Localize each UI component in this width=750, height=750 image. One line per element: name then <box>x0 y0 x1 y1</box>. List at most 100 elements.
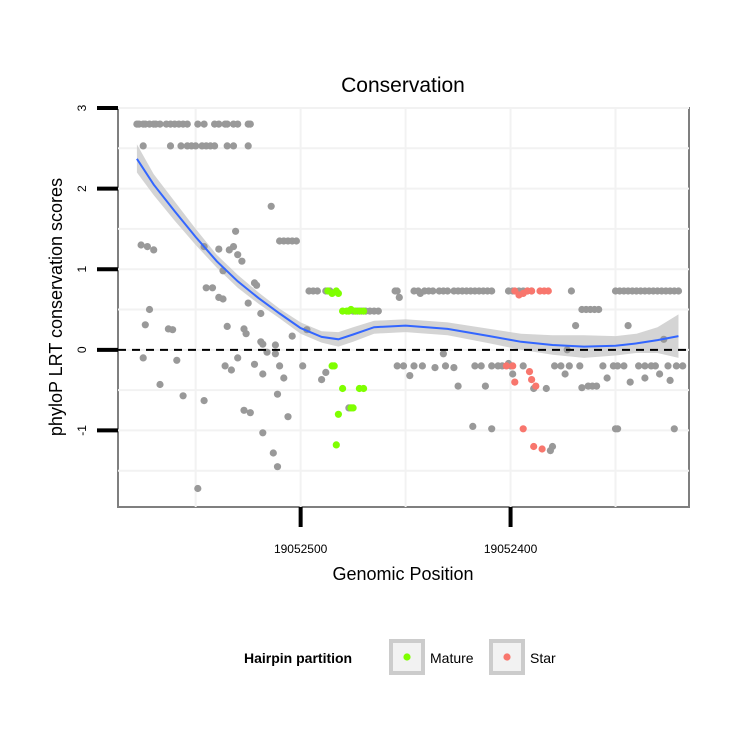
point-other <box>393 287 401 295</box>
point-other <box>431 364 439 372</box>
point-other <box>273 390 282 398</box>
y-tick-label: 0 <box>75 346 89 353</box>
point-other <box>418 362 426 370</box>
point-star <box>538 445 546 453</box>
point-other <box>259 340 267 348</box>
point-other <box>280 374 288 382</box>
legend-marker-star <box>503 653 511 661</box>
point-star <box>528 287 536 295</box>
point-other <box>242 330 250 338</box>
point-other <box>471 362 479 370</box>
point-mature <box>360 384 368 393</box>
point-other <box>656 370 664 378</box>
point-star <box>511 378 519 386</box>
point-other <box>156 380 164 389</box>
point-star <box>528 376 536 384</box>
legend-label-star: Star <box>530 650 556 666</box>
point-other <box>444 287 452 295</box>
point-other <box>626 378 634 386</box>
point-other <box>509 370 517 378</box>
point-other <box>674 287 683 295</box>
point-other <box>454 382 462 390</box>
point-other <box>399 362 408 370</box>
y-tick-label: 1 <box>75 266 89 273</box>
data-points <box>133 120 687 493</box>
point-other <box>614 362 622 370</box>
point-other <box>374 307 382 315</box>
point-other <box>173 356 181 364</box>
point-other <box>292 237 300 245</box>
point-other <box>593 382 601 390</box>
y-tick-label: 3 <box>75 104 89 111</box>
point-other <box>202 284 210 292</box>
point-other <box>150 246 158 254</box>
point-other <box>488 425 496 433</box>
legend-item-mature: Mature <box>389 639 474 675</box>
point-other <box>567 287 576 295</box>
point-other <box>406 372 414 380</box>
confidence-band <box>136 144 679 358</box>
point-other <box>273 463 282 471</box>
plot-grid <box>118 107 689 507</box>
point-other <box>219 295 227 303</box>
point-other <box>441 362 450 370</box>
point-other <box>679 362 687 370</box>
point-other <box>244 299 252 307</box>
point-other <box>576 362 584 370</box>
point-other <box>620 362 628 370</box>
smooth-line <box>136 158 679 348</box>
point-other <box>651 362 660 370</box>
point-other <box>664 362 672 370</box>
point-other <box>215 120 223 128</box>
point-other <box>200 120 208 128</box>
point-other <box>139 354 147 362</box>
point-star <box>509 362 517 370</box>
point-other <box>253 281 261 289</box>
point-other <box>481 382 489 390</box>
point-other <box>141 321 149 329</box>
point-star <box>502 362 510 370</box>
point-other <box>225 246 233 254</box>
point-star <box>530 442 538 451</box>
point-other <box>395 293 403 301</box>
point-other <box>624 322 632 330</box>
point-other <box>670 425 678 433</box>
point-other <box>232 227 240 235</box>
y-axis-title: phyloP LRT conservation scores <box>46 178 66 436</box>
y-tick-label: -1 <box>75 425 89 436</box>
point-other <box>557 362 565 370</box>
point-other <box>234 354 242 362</box>
point-other <box>469 422 477 430</box>
point-other <box>137 241 145 249</box>
legend-label-mature: Mature <box>430 650 474 666</box>
point-other <box>179 392 187 400</box>
point-mature <box>330 362 338 370</box>
point-other <box>595 305 603 314</box>
point-other <box>439 350 447 358</box>
point-other <box>599 362 607 370</box>
point-other <box>429 287 437 295</box>
x-axis: 19052500 19052400 <box>274 507 538 556</box>
point-other <box>246 120 254 128</box>
point-other <box>313 287 321 295</box>
point-other <box>578 384 586 392</box>
point-other <box>234 251 242 259</box>
point-other <box>410 362 418 370</box>
point-other <box>565 362 573 370</box>
point-other <box>250 360 259 368</box>
point-mature <box>334 410 342 418</box>
chart-title: Conservation <box>341 74 465 97</box>
point-other <box>271 341 279 349</box>
point-other <box>488 362 496 370</box>
point-other <box>450 364 458 372</box>
x-tick-label: 19052400 <box>484 542 538 556</box>
point-other <box>183 120 191 128</box>
point-other <box>288 332 296 340</box>
point-mature <box>349 404 357 412</box>
point-other <box>269 449 277 457</box>
point-other <box>246 409 254 417</box>
point-star <box>532 382 540 390</box>
x-tick-label: 19052500 <box>274 542 328 556</box>
smooth-confidence-band <box>136 144 679 358</box>
point-mature <box>360 307 368 315</box>
